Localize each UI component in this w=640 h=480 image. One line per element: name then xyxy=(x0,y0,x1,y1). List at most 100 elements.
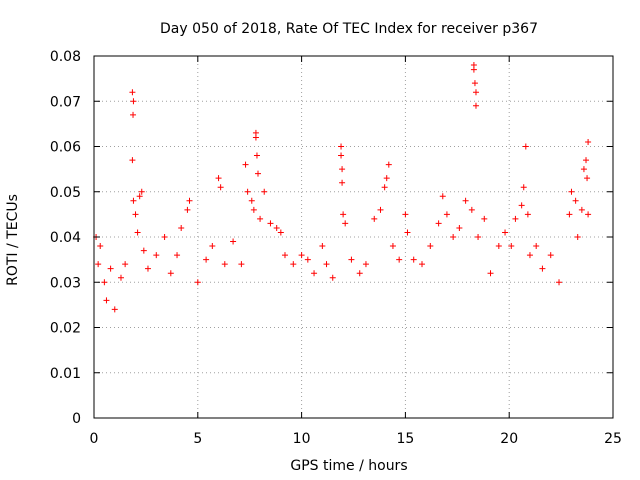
axis-ticks: 0 5 10 15 20 25 0 0.01 0.02 0.03 0.04 0.05 0.06 0.07 0… xyxy=(50,49,622,447)
data-point xyxy=(583,157,590,164)
data-point xyxy=(178,224,185,231)
y-tick-label: 0.02 xyxy=(50,321,81,337)
data-point xyxy=(522,143,529,150)
data-point xyxy=(130,111,137,118)
data-point xyxy=(495,243,502,250)
data-point xyxy=(186,197,193,204)
data-point xyxy=(585,138,592,145)
data-point xyxy=(261,188,268,195)
grid-lines xyxy=(94,56,613,418)
data-point xyxy=(97,243,104,250)
y-tick-label: 0.06 xyxy=(50,140,81,156)
data-point xyxy=(130,197,137,204)
data-point xyxy=(512,215,519,222)
data-point xyxy=(381,184,388,191)
data-point xyxy=(396,256,403,263)
data-point xyxy=(462,197,469,204)
data-point xyxy=(329,274,336,281)
data-point xyxy=(468,206,475,213)
data-point xyxy=(502,229,509,236)
data-point xyxy=(371,215,378,222)
y-tick-label: 0.05 xyxy=(50,185,81,201)
data-point xyxy=(122,261,129,268)
data-point xyxy=(524,211,531,218)
data-point xyxy=(362,261,369,268)
data-point xyxy=(281,252,288,259)
data-point xyxy=(471,80,478,87)
data-point xyxy=(339,179,346,186)
data-point xyxy=(194,279,201,286)
data-point xyxy=(456,224,463,231)
data-point xyxy=(377,206,384,213)
data-point xyxy=(508,243,515,250)
data-point xyxy=(111,306,118,313)
data-point xyxy=(404,229,411,236)
data-point xyxy=(481,215,488,222)
data-point xyxy=(427,243,434,250)
data-point xyxy=(323,261,330,268)
data-point xyxy=(304,256,311,263)
data-point xyxy=(319,243,326,250)
data-point xyxy=(248,197,255,204)
y-axis-label: ROTI / TECUs xyxy=(5,194,21,286)
data-point xyxy=(410,256,417,263)
data-point xyxy=(539,265,546,272)
data-point xyxy=(470,66,477,73)
data-point xyxy=(238,261,245,268)
data-point xyxy=(383,175,390,182)
data-point xyxy=(526,252,533,259)
y-tick-label: 0.04 xyxy=(50,230,81,246)
data-point xyxy=(129,157,136,164)
data-point xyxy=(450,234,457,240)
data-point xyxy=(339,166,346,173)
data-point xyxy=(356,270,363,277)
data-point xyxy=(129,89,136,96)
data-point xyxy=(518,202,525,209)
data-point xyxy=(385,161,392,168)
data-point xyxy=(578,206,585,213)
data-point xyxy=(340,211,347,218)
data-point xyxy=(419,261,426,268)
data-point xyxy=(153,252,160,259)
data-point xyxy=(221,261,228,268)
data-point xyxy=(132,211,139,218)
data-point xyxy=(209,243,216,250)
data-point xyxy=(443,211,450,218)
data-point xyxy=(267,220,274,227)
data-point xyxy=(203,256,210,263)
data-point xyxy=(250,206,257,213)
data-points xyxy=(93,62,592,313)
data-point xyxy=(277,229,284,236)
data-point xyxy=(556,279,563,286)
data-point xyxy=(184,206,191,213)
y-tick-label: 0.08 xyxy=(50,49,81,65)
x-tick-label: 20 xyxy=(500,431,518,447)
data-point xyxy=(487,270,494,277)
data-point xyxy=(389,243,396,250)
data-point xyxy=(117,274,124,281)
data-point xyxy=(533,243,540,250)
y-tick-label: 0 xyxy=(72,411,81,427)
data-point xyxy=(298,252,305,259)
x-tick-label: 5 xyxy=(193,431,202,447)
data-point xyxy=(472,102,479,109)
data-point xyxy=(103,297,110,304)
x-tick-label: 0 xyxy=(90,431,99,447)
data-point xyxy=(273,224,280,231)
data-point xyxy=(520,184,527,191)
data-point xyxy=(244,188,251,195)
data-point xyxy=(338,152,345,159)
data-point xyxy=(134,229,141,236)
data-point xyxy=(402,211,409,218)
data-point xyxy=(95,261,102,268)
data-point xyxy=(138,188,145,195)
data-point xyxy=(107,265,114,272)
data-point xyxy=(568,188,575,195)
data-point xyxy=(572,197,579,204)
data-point xyxy=(311,270,318,277)
data-point xyxy=(584,175,591,182)
y-tick-label: 0.01 xyxy=(50,366,81,382)
data-point xyxy=(439,193,446,200)
data-point xyxy=(252,129,259,136)
